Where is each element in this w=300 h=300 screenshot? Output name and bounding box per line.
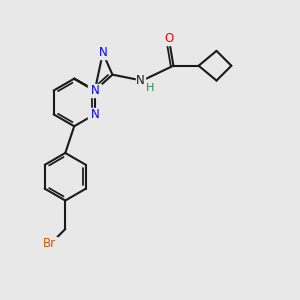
Bar bbox=[146, 82, 153, 94]
Bar bbox=[136, 74, 145, 87]
Bar bbox=[96, 47, 110, 59]
Text: Br: Br bbox=[43, 237, 56, 250]
Text: N: N bbox=[136, 74, 145, 87]
Text: N: N bbox=[90, 84, 99, 97]
Bar bbox=[88, 84, 101, 97]
Text: N: N bbox=[90, 108, 99, 121]
Text: O: O bbox=[164, 32, 174, 46]
Text: H: H bbox=[146, 83, 154, 93]
Bar bbox=[42, 237, 57, 250]
Bar bbox=[88, 108, 101, 121]
Bar bbox=[162, 33, 176, 45]
Text: N: N bbox=[98, 46, 107, 59]
